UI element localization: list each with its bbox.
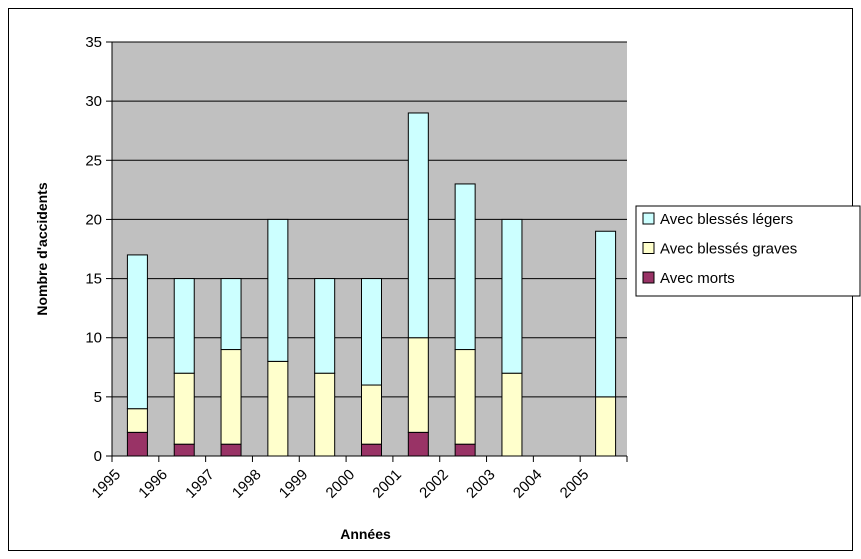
bar-segment: [126, 431, 148, 457]
bar-segment: [407, 112, 429, 339]
legend: Avec blessés légers Avec blessés graves Av…: [635, 205, 861, 297]
bar-segment: [454, 183, 476, 351]
bar-segment: [267, 218, 289, 362]
y-tick-labels: 0 5 10 15 20 25 30 35: [85, 34, 102, 465]
bar-segment: [595, 396, 617, 457]
bar-segment: [220, 349, 242, 445]
legend-swatch: [642, 242, 655, 254]
bar-segment: [314, 278, 336, 374]
x-tick-label: 1996: [135, 466, 171, 502]
legend-label: Avec blessés graves: [660, 241, 797, 258]
bar-segment: [501, 218, 523, 374]
y-tick-label: 15: [85, 271, 102, 288]
bar-segment: [454, 349, 476, 445]
bar-segment: [314, 372, 336, 457]
x-tick-label: 2001: [369, 466, 405, 502]
legend-swatch: [642, 271, 655, 284]
bar-segment: [501, 372, 523, 457]
bar-segment: [595, 230, 617, 398]
bar-segment: [126, 254, 148, 410]
bar-segment: [267, 360, 289, 457]
bar-segment: [220, 443, 242, 457]
bar-segment: [173, 443, 195, 457]
x-tick-label: 1997: [182, 466, 218, 502]
y-tick-label: 25: [85, 152, 102, 169]
bar-segment: [220, 278, 242, 351]
bar-segment: [361, 384, 382, 445]
bar-segment: [361, 278, 382, 386]
x-tick-labels: 1995 1996 1997 1998 1999 2000 2001 2002 2003 2004…: [89, 466, 593, 502]
y-tick-label: 5: [94, 389, 102, 406]
legend-label: Avec morts: [660, 270, 735, 287]
x-tick-label: 2002: [416, 466, 452, 502]
y-tick-label: 10: [85, 330, 102, 347]
x-axis-title: Années: [340, 526, 391, 542]
y-tick-label: 20: [85, 211, 102, 228]
x-tick-label: 2005: [557, 466, 593, 502]
bar-segment: [407, 337, 429, 433]
bar-segment: [407, 431, 429, 457]
bar-segment: [454, 443, 476, 457]
y-tick-label: 0: [94, 448, 102, 465]
x-tick-label: 2000: [323, 466, 359, 502]
y-tick-label: 30: [85, 93, 102, 110]
x-tick-label: 2003: [463, 466, 499, 502]
y-axis-title: Nombre d'accidents: [34, 182, 50, 315]
legend-swatch: [642, 212, 655, 225]
x-tick-label: 2004: [510, 466, 546, 502]
bar-segment: [173, 372, 195, 445]
axes: [106, 41, 628, 462]
x-tick-label: 1999: [276, 466, 312, 502]
legend-label: Avec blessés légers: [660, 211, 793, 228]
y-tick-label: 35: [85, 34, 102, 51]
bar-segment: [126, 408, 148, 433]
x-tick-label: 1995: [89, 466, 125, 502]
bar-segment: [361, 443, 382, 457]
legend-box: [635, 205, 861, 297]
bars: [126, 112, 617, 457]
bar-segment: [173, 278, 195, 374]
x-tick-label: 1998: [229, 466, 265, 502]
